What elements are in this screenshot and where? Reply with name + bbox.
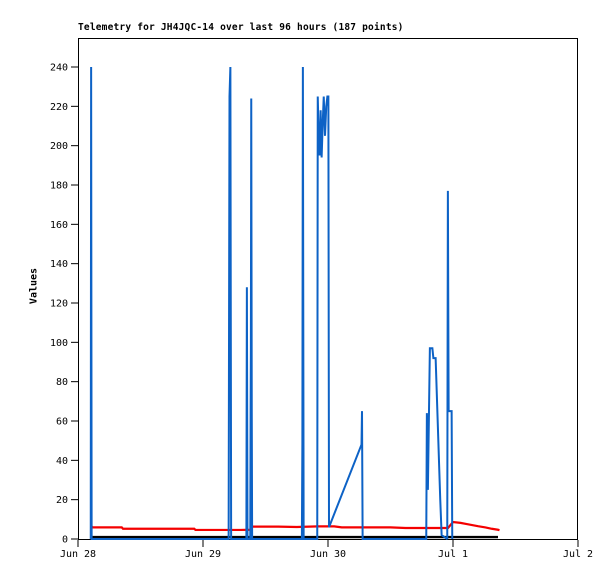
chart-title: Telemetry for JH4JQC-14 over last 96 hou… xyxy=(78,22,404,33)
x-tick-label: Jun 28 xyxy=(60,549,96,560)
plot-border xyxy=(78,38,578,540)
y-tick-label: 120 xyxy=(50,299,68,310)
y-tick-label: 140 xyxy=(50,259,68,270)
y-tick-label: 180 xyxy=(50,181,68,192)
y-tick-label: 200 xyxy=(50,141,68,152)
y-tick-label: 100 xyxy=(50,338,68,349)
x-tick-label: Jul 2 xyxy=(563,549,593,560)
x-tick-label: Jun 30 xyxy=(310,549,346,560)
series-channel-red xyxy=(90,520,500,532)
y-tick-label: 60 xyxy=(56,417,68,428)
y-tick-label: 80 xyxy=(56,377,68,388)
y-tick-label: 20 xyxy=(56,495,68,506)
x-tick-label: Jul 1 xyxy=(438,549,468,560)
series-channel-blue xyxy=(89,66,454,540)
x-tick-label: Jun 29 xyxy=(185,549,221,560)
y-tick-label: 160 xyxy=(50,220,68,231)
y-tick-label: 240 xyxy=(50,63,68,74)
y-tick-label: 0 xyxy=(62,535,68,546)
y-tick-label: 40 xyxy=(56,456,68,467)
y-tick-label: 220 xyxy=(50,102,68,113)
